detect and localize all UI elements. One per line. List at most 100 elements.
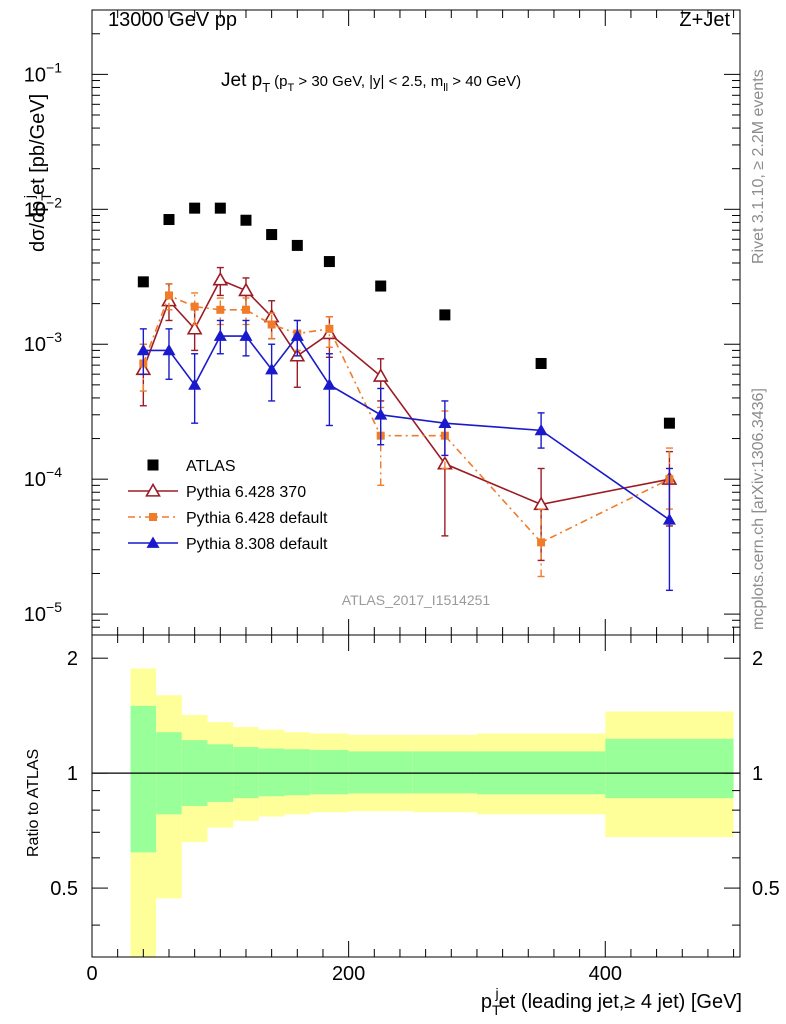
- data-point: [214, 202, 226, 214]
- data-point: [662, 513, 676, 525]
- ratio-inner-band-6: [284, 749, 311, 796]
- legend-label-1: Pythia 6.428 370: [186, 484, 306, 501]
- data-point: [164, 291, 173, 300]
- series-line-2: [142, 294, 670, 544]
- data-point: [186, 320, 203, 335]
- legend: ATLAS Pythia 6.428 370 Pythia 6.428 defaul…: [128, 458, 328, 553]
- data-point: [241, 305, 250, 314]
- data-point: [239, 329, 253, 341]
- y-tick-exp: −1: [46, 59, 62, 75]
- header-right: Z+Jet: [679, 9, 730, 31]
- x-axis-label: pTjet (leading jet,≥ 4 jet) [GeV]: [481, 985, 742, 1018]
- x-label-a: p: [481, 991, 492, 1013]
- data-point: [188, 378, 202, 390]
- y-tick-label-1: 10−2: [24, 194, 62, 221]
- data-point: [322, 378, 336, 390]
- y-tick-exp: −4: [46, 464, 62, 480]
- y-tick-label-4: 10−5: [24, 599, 62, 626]
- ratio-inner-band-8: [348, 751, 413, 794]
- ratio-frame: [91, 634, 741, 958]
- x-tick-label-0: 0: [86, 963, 97, 985]
- main-series-layer: [135, 202, 678, 592]
- data-point: [534, 423, 548, 436]
- series-line-1: [142, 278, 670, 506]
- data-point: [216, 305, 225, 314]
- data-point: [240, 214, 252, 226]
- data-point: [162, 343, 176, 356]
- data-point: [535, 357, 547, 369]
- data-point: [189, 202, 201, 214]
- y-tick-base: 10: [24, 64, 46, 86]
- header-left: 13000 GeV pp: [108, 9, 237, 31]
- y-tick-label-0: 10−1: [24, 59, 62, 86]
- analysis-watermark: ATLAS_2017_I1514251: [342, 592, 491, 608]
- x-tick-label-2: 400: [589, 963, 622, 985]
- x-tick-label-1: 200: [332, 963, 365, 985]
- data-point: [438, 416, 452, 429]
- y-tick-base: 10: [24, 469, 46, 491]
- data-point: [375, 280, 387, 292]
- ratio-y-tick-label-left-1: 1: [67, 763, 78, 785]
- data-point: [238, 282, 254, 297]
- legend-label-3: Pythia 8.308 default: [186, 536, 328, 553]
- y-tick-base: 10: [24, 334, 46, 356]
- data-point: [374, 408, 388, 420]
- plot-title: Jet pT (pT > 30 GeV, |y| < 2.5, mll > 40 …: [221, 70, 521, 95]
- plot-title-cut-open: (p: [274, 73, 287, 90]
- ratio-ylabel: Ratio to ATLAS: [25, 749, 42, 857]
- y-tick-exp: −2: [46, 194, 62, 210]
- legend-label-2: Pythia 6.428 default: [186, 510, 328, 527]
- plot-title-cut-mid: > 30 GeV, |y| < 2.5, m: [294, 73, 443, 90]
- legend-marker-0: [147, 459, 159, 471]
- plot-title-cut-sub: T: [288, 82, 295, 94]
- data-point: [372, 368, 389, 382]
- data-point: [439, 309, 451, 321]
- data-point: [267, 320, 276, 329]
- data-point: [291, 239, 303, 251]
- legend-marker-1: [145, 482, 161, 497]
- side-label-bottom: mcplots.cern.ch [arXiv:1306.3436]: [750, 388, 767, 630]
- side-label-top: Rivet 3.1.10, ≥ 2.2M events: [750, 69, 767, 264]
- main-ylabel: dσ/dpTjet [pb/GeV]: [21, 94, 54, 252]
- data-point: [212, 271, 229, 286]
- legend-marker-3: [146, 536, 160, 548]
- plot-title-main: Jet p: [221, 70, 262, 91]
- data-point: [136, 343, 150, 356]
- data-point: [537, 538, 546, 547]
- main-ylabel-a: dσ/dp: [27, 201, 49, 252]
- data-point: [190, 302, 199, 311]
- y-tick-exp: −5: [46, 599, 62, 615]
- y-tick-base: 10: [24, 199, 46, 221]
- plot-title-sub: T: [262, 80, 270, 95]
- plot-title-cut-sub2: ll: [443, 82, 448, 94]
- ratio-inner-band-9: [412, 751, 477, 794]
- main-ylabel-sup: j: [21, 195, 37, 199]
- legend-marker-2: [149, 513, 157, 521]
- ratio-y-tick-label-right-2: 2: [752, 648, 763, 670]
- data-point: [290, 329, 304, 341]
- data-point: [213, 329, 227, 341]
- data-point: [163, 214, 175, 226]
- main-ylabel-b: et [pb/GeV]: [27, 94, 49, 195]
- data-point: [266, 229, 278, 241]
- ratio-y-tick-label-left-0: 0.5: [50, 878, 78, 900]
- ratio-inner-band-0: [130, 705, 157, 853]
- series-3: [136, 319, 676, 592]
- x-label-sup: j: [495, 985, 499, 1001]
- ratio-inner-band-7: [310, 749, 349, 795]
- x-label-sub: T: [492, 1002, 501, 1018]
- data-point: [265, 362, 279, 375]
- ratio-inner-band-11: [605, 738, 734, 799]
- y-tick-label-3: 10−4: [24, 464, 62, 491]
- series-0: [137, 202, 675, 429]
- data-point: [323, 256, 335, 268]
- main-ylabel-sub: T: [38, 192, 54, 201]
- plot-title-cut-close: > 40 GeV): [448, 73, 521, 90]
- data-point: [663, 417, 675, 429]
- data-point: [137, 276, 149, 288]
- y-tick-base: 10: [24, 604, 46, 626]
- ratio-bands: [130, 668, 734, 957]
- ratio-y-tick-label-right-1: 1: [752, 763, 763, 785]
